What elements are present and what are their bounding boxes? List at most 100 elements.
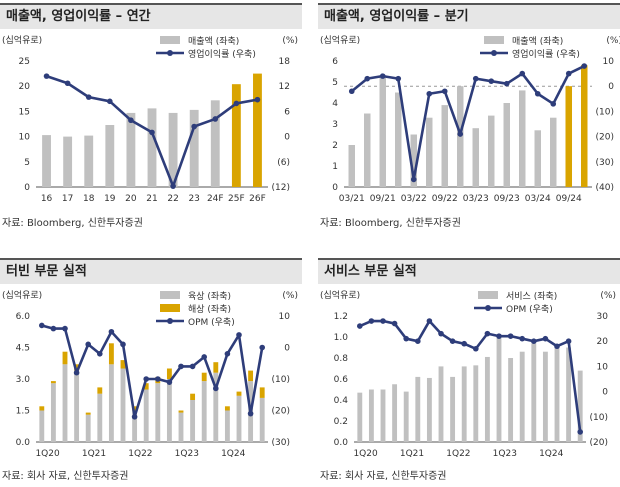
y-left-tick-label: 4 <box>332 99 338 109</box>
turbine-chart: (십억유로) (%) 0.0 1.5 3.0 4.5 6.0 (30) (20) (10) 0 10 1… <box>2 289 298 459</box>
chart-panel-turbine: 터빈 부문 실적 (십억유로) (%) 0.0 1.5 3.0 4.5 6.0 (30) (20… <box>0 258 302 487</box>
line-point <box>496 333 502 339</box>
bar <box>508 358 514 442</box>
bar <box>415 376 421 442</box>
bar <box>143 389 149 442</box>
line-point <box>364 75 371 82</box>
line-point <box>438 330 444 337</box>
y-left-tick-label: 0.4 <box>334 396 349 406</box>
y-left-tick-label: 0.6 <box>334 375 349 385</box>
line-point <box>212 116 219 122</box>
y-left-tick-label: 4.5 <box>16 344 30 354</box>
bar <box>132 410 138 442</box>
y-right-tick-label: 10 <box>279 312 291 322</box>
y-right-tick-label: (10) <box>590 413 608 423</box>
line-point <box>531 338 537 344</box>
unit-left-label: (십억유로) <box>2 34 42 46</box>
bar <box>201 381 207 442</box>
legend-label: 서비스 (좌축) <box>506 291 557 302</box>
line-point <box>178 363 184 370</box>
line-point <box>97 351 103 357</box>
legend-swatch <box>160 304 180 312</box>
legend-label: OPM (우축) <box>506 304 553 315</box>
y-left-tick-label: 1 <box>332 162 338 172</box>
line-point <box>410 176 417 183</box>
chart-title: 터빈 부문 실적 <box>0 258 302 284</box>
legend-label: 매출액 (좌축) <box>512 35 563 47</box>
y-right-tick-label: 10 <box>597 362 609 372</box>
line-point <box>39 322 45 329</box>
y-right-tick-label: (6) <box>277 158 290 168</box>
bar <box>438 366 444 442</box>
legend-label: OPM (우축) <box>188 317 235 328</box>
x-tick-label: 16 <box>41 194 53 204</box>
y-right-tick-label: (30) <box>596 158 614 168</box>
bar <box>108 343 114 365</box>
x-tick-label: 09/24 <box>556 194 582 204</box>
line-point <box>403 335 409 342</box>
bar <box>168 112 178 187</box>
annual-chart: (십억유로) (%) 0 5 10 15 20 25 (12) (6) 0 6 12 18 16 17 18 19… <box>2 34 298 204</box>
chart-panel-service: 서비스 부문 실적 (십억유로) (%) 0.0 0.2 0.4 0.6 0.8 1.0 1.2… <box>318 258 620 487</box>
y-right-tick-label: 18 <box>279 57 291 67</box>
y-right-tick-label: 0 <box>602 388 608 398</box>
line-series <box>350 64 585 181</box>
bar <box>178 410 184 413</box>
y-right-tick-label: (20) <box>272 407 290 417</box>
y-left-tick-label: 0 <box>332 183 338 193</box>
x-tick-label: 18 <box>83 194 95 204</box>
y-right-tick-label: 30 <box>597 312 609 322</box>
y-right-tick-label: 20 <box>597 337 609 347</box>
bar <box>472 128 480 187</box>
legend-label: 영업이익률 (우축) <box>512 48 580 60</box>
bar <box>580 65 588 187</box>
line-point <box>170 183 176 189</box>
y-right-tick-label: (40) <box>596 183 614 193</box>
bar <box>120 368 126 442</box>
y-right-tick-label: 0 <box>284 344 290 354</box>
line-point <box>457 131 464 137</box>
bar <box>39 410 45 442</box>
bar <box>97 393 103 442</box>
bar <box>201 372 207 382</box>
bar <box>224 410 230 442</box>
y-left-tick-label: 0.2 <box>334 417 348 427</box>
y-left-tick-label: 1.2 <box>334 312 348 322</box>
bar <box>542 351 548 442</box>
y-left-tick-label: 15 <box>19 107 30 117</box>
bar <box>231 84 241 187</box>
bar <box>147 108 157 187</box>
bar <box>224 406 230 411</box>
x-tick-label: 1Q20 <box>353 449 378 459</box>
bar <box>166 368 172 379</box>
line-point <box>415 338 421 344</box>
y-left-tick-label: 0 <box>24 183 30 193</box>
y-right-tick-label: 0 <box>608 82 614 92</box>
bar <box>484 356 490 442</box>
bar <box>253 73 262 187</box>
bar <box>566 347 572 442</box>
unit-right-label: (%) <box>282 291 298 301</box>
x-tick-label: 03/22 <box>401 194 427 204</box>
line-point <box>503 80 510 87</box>
bar <box>259 387 265 398</box>
legend-swatch <box>160 291 180 299</box>
x-tick-label: 1Q22 <box>446 449 470 459</box>
x-tick-label: 1Q23 <box>493 449 517 459</box>
y-right-tick-label: (10) <box>596 107 614 117</box>
line-point <box>507 333 514 339</box>
line-point <box>577 429 583 435</box>
y-left-tick-label: 5 <box>332 78 338 88</box>
line-point <box>191 123 197 130</box>
legend-swatch <box>160 36 180 44</box>
bar <box>379 77 387 187</box>
bar <box>74 370 80 442</box>
line-point <box>484 330 491 337</box>
bar <box>63 136 73 187</box>
x-tick-label: 1Q21 <box>400 449 424 459</box>
legend-label: 영업이익률 (우축) <box>188 48 256 60</box>
bar <box>74 364 80 371</box>
unit-left-label: (십억유로) <box>320 34 360 46</box>
y-left-tick-label: 25 <box>19 57 30 67</box>
line-point <box>565 338 572 344</box>
